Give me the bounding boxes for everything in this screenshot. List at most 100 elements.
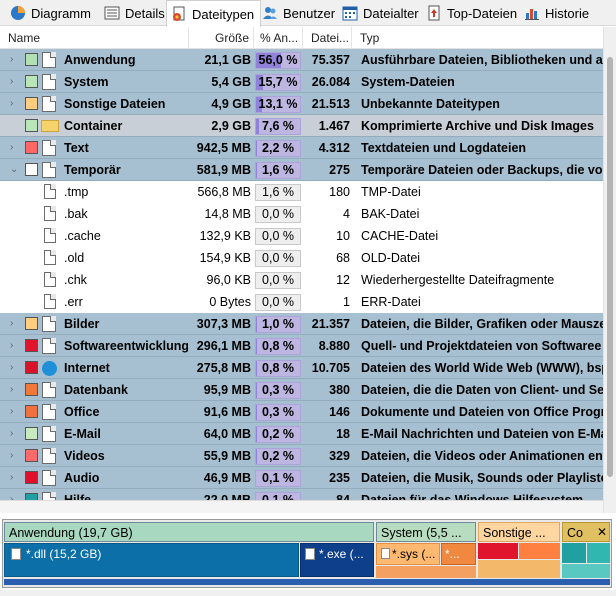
file-icon [44, 294, 56, 309]
tab-top-dateien[interactable]: Top-Dateien [422, 0, 523, 26]
expand-chevron-icon[interactable]: › [10, 384, 14, 395]
table-row[interactable]: › Internet 275,8 MB 0,8 % 10.705 Dateien… [0, 357, 603, 379]
tab-label: Dateialter [363, 5, 419, 21]
expand-chevron-icon[interactable]: › [10, 362, 14, 373]
treemap-sys-block[interactable]: *.sys (... [376, 543, 440, 565]
column-count[interactable]: Datei... [303, 27, 352, 49]
row-count: 1 [343, 295, 350, 309]
table-row-child[interactable]: .old 154,9 KB 0,0 % 68 OLD-Datei [0, 247, 603, 269]
table-row[interactable]: › Bilder 307,3 MB 1,0 % 21.357 Dateien, … [0, 313, 603, 335]
row-size: 96,0 KB [206, 273, 251, 287]
collapse-chevron-icon[interactable]: ⌄ [10, 164, 19, 175]
horizontal-scrollbar[interactable] [0, 500, 603, 513]
row-percent: 0,0 % [262, 207, 294, 221]
treemap-system-header[interactable]: System (5,5 ... [376, 522, 476, 542]
expand-chevron-icon[interactable]: › [10, 450, 14, 461]
table-row[interactable]: › Datenbank 95,9 MB 0,3 % 380 Dateien, d… [0, 379, 603, 401]
table-row[interactable]: › System 5,4 GB 15,7 % 26.084 System-Dat… [0, 71, 603, 93]
row-percent: 2,2 % [262, 141, 294, 155]
expand-chevron-icon[interactable]: › [10, 494, 14, 500]
expand-chevron-icon[interactable]: › [10, 98, 14, 109]
row-count: 4.312 [318, 141, 350, 155]
table-row[interactable]: › Audio 46,9 MB 0,1 % 235 Dateien, die M… [0, 467, 603, 489]
expand-chevron-icon[interactable]: › [10, 472, 14, 483]
treemap-container-header[interactable]: Co [562, 522, 610, 542]
expand-chevron-icon[interactable]: › [10, 428, 14, 439]
row-name: Bilder [64, 317, 100, 331]
treemap-sonstige-small-blocks[interactable] [478, 560, 560, 578]
row-description: Dateien, die Bilder, Grafiken oder Mausz… [361, 317, 603, 331]
tab-label: Historie [545, 5, 590, 21]
treemap-container-small-blocks[interactable] [562, 564, 610, 578]
treemap-sonstige-header[interactable]: Sonstige ... [478, 522, 560, 542]
tab-dateitypen[interactable]: Dateitypen [166, 0, 262, 27]
row-percent: 0,0 % [262, 229, 294, 243]
temp-file-icon [42, 162, 56, 178]
treemap-system-small-blocks[interactable] [376, 566, 476, 578]
row-description: System-Dateien [361, 75, 455, 89]
tab-historie[interactable]: Historie [520, 0, 595, 26]
table-row[interactable]: › Text 942,5 MB 2,2 % 4.312 Textdateien … [0, 137, 603, 159]
table-row[interactable]: ⌄ Temporär 581,9 MB 1,6 % 275 Temporäre … [0, 159, 603, 181]
treemap-sonstige-block[interactable] [519, 543, 560, 559]
table-row[interactable]: › Office 91,6 MB 0,3 % 146 Dokumente und… [0, 401, 603, 423]
column-percent[interactable]: % An... [254, 27, 303, 49]
table-row[interactable]: › Anwendung 21,1 GB 56,0 % 75.357 Ausfüh… [0, 49, 603, 71]
history-chart-icon [524, 5, 540, 21]
expand-chevron-icon[interactable]: › [10, 340, 14, 351]
tab-dateialter[interactable]: Dateialter [338, 0, 425, 26]
expand-chevron-icon[interactable]: › [10, 318, 14, 329]
column-name[interactable]: Name [0, 27, 189, 49]
table-row-child[interactable]: .tmp 566,8 MB 1,6 % 180 TMP-Datei [0, 181, 603, 203]
table-row[interactable]: › Hilfe 22,0 MB 0,1 % 84 Dateien für das… [0, 489, 603, 500]
row-percent: 0,0 % [262, 295, 294, 309]
percent-bar [255, 360, 301, 377]
table-row[interactable]: › Softwareentwicklung 296,1 MB 0,8 % 8.8… [0, 335, 603, 357]
table-row-child[interactable]: .err 0 Bytes 0,0 % 1 ERR-Datei [0, 291, 603, 313]
vertical-scrollbar[interactable] [603, 27, 616, 513]
row-count: 26.084 [311, 75, 350, 89]
expand-chevron-icon[interactable]: › [10, 406, 14, 417]
row-count: 10.705 [311, 361, 350, 375]
tab-benutzer[interactable]: Benutzer [258, 0, 341, 26]
table-row[interactable]: › Videos 55,9 MB 0,2 % 329 Dateien, die … [0, 445, 603, 467]
row-count: 380 [329, 383, 350, 397]
percent-bar [255, 382, 301, 399]
table-row-child[interactable]: .chk 96,0 KB 0,0 % 12 Wiederhergestellte… [0, 269, 603, 291]
treemap[interactable]: Anwendung (19,7 GB) *.dll (15,2 GB) *.ex… [2, 519, 612, 588]
row-percent: 0,8 % [262, 361, 294, 375]
row-name: Container [64, 119, 123, 133]
expand-chevron-icon[interactable]: › [10, 54, 14, 65]
treemap-sonstige-block[interactable] [478, 543, 518, 559]
row-name: System [64, 75, 109, 89]
row-count: 12 [336, 273, 350, 287]
column-type[interactable]: Typ [360, 31, 380, 45]
tab-details[interactable]: Details [100, 0, 171, 26]
text-file-icon [42, 140, 56, 156]
expand-chevron-icon[interactable]: › [10, 142, 14, 153]
treemap-container-block[interactable] [562, 543, 586, 563]
row-percent: 13,1 % [258, 97, 298, 111]
row-percent: 7,6 % [262, 119, 294, 133]
treemap-exe-block[interactable]: *.exe (... [300, 543, 374, 577]
row-description: Temporäre Dateien oder Backups, die vora [361, 163, 603, 177]
tab-diagramm[interactable]: Diagramm [6, 0, 97, 26]
row-description: CACHE-Datei [361, 229, 439, 243]
treemap-footer-strip [4, 579, 610, 585]
table-row-selected[interactable]: Container 2,9 GB 7,6 % 1.467 Komprimiert… [0, 115, 603, 137]
table-row[interactable]: › Sonstige Dateien 4,9 GB 13,1 % 21.513 … [0, 93, 603, 115]
close-icon[interactable]: ✕ [596, 525, 608, 539]
treemap-sys2-block[interactable]: *... [441, 543, 476, 565]
table-row-child[interactable]: .cache 132,9 KB 0,0 % 10 CACHE-Datei [0, 225, 603, 247]
treemap-container-label: Co [567, 526, 583, 540]
scrollbar-thumb[interactable] [607, 57, 613, 477]
treemap-container-block[interactable] [587, 543, 610, 563]
row-name: Hilfe [64, 493, 92, 500]
treemap-dll-block[interactable]: *.dll (15,2 GB) [4, 543, 299, 577]
row-count: 68 [336, 251, 350, 265]
table-row-child[interactable]: .bak 14,8 MB 0,0 % 4 BAK-Datei [0, 203, 603, 225]
expand-chevron-icon[interactable]: › [10, 76, 14, 87]
treemap-anwendung-header[interactable]: Anwendung (19,7 GB) [4, 522, 374, 542]
column-size[interactable]: Größe [189, 27, 254, 49]
table-row[interactable]: › E-Mail 64,0 MB 0,2 % 18 E-Mail Nachric… [0, 423, 603, 445]
